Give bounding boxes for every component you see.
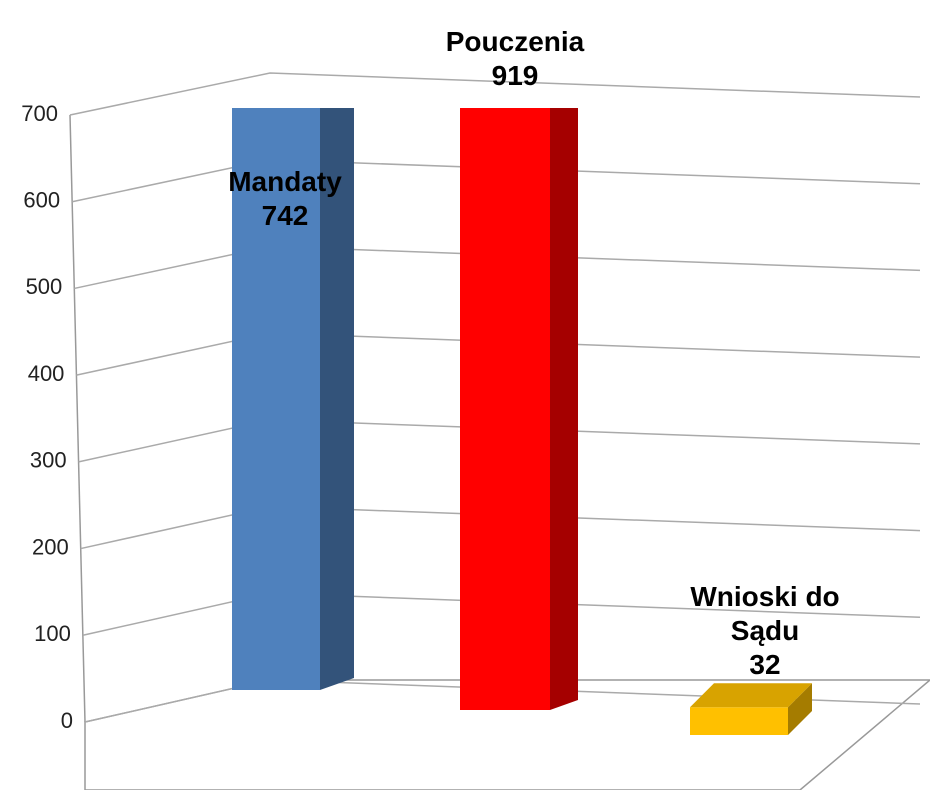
- y-tick-label: 400: [28, 361, 65, 386]
- value-label: 742: [261, 200, 309, 231]
- grid-line: [69, 72, 921, 116]
- bars: [232, 35, 812, 735]
- y-tick-label: 600: [23, 188, 60, 213]
- data-label-box: Mandaty 742: [185, 165, 385, 233]
- y-tick-label: 700: [21, 101, 58, 126]
- bar-top: [232, 35, 354, 47]
- category-label: Mandaty: [228, 166, 342, 197]
- bar-side: [320, 108, 354, 690]
- y-tick-label: 500: [26, 274, 63, 299]
- value-label: 32: [749, 649, 781, 680]
- bar-side: [788, 683, 812, 735]
- bar: [460, 108, 550, 711]
- bar: [232, 108, 320, 690]
- bar-side: [550, 108, 578, 710]
- category-label: Pouczenia: [445, 26, 585, 57]
- bar: [690, 707, 788, 735]
- category-label: Wnioski do Sądu: [690, 581, 840, 646]
- y-tick-label: 300: [30, 448, 67, 473]
- data-label-box: Wnioski do Sądu 32: [665, 580, 865, 682]
- bar-top: [690, 683, 812, 708]
- y-tick-label: 200: [32, 534, 69, 559]
- value-label: 919: [491, 60, 539, 91]
- y-axis: [69, 114, 86, 723]
- y-tick-label: 0: [61, 708, 73, 733]
- data-label-box: Pouczenia 919: [415, 25, 615, 93]
- y-tick-label: 100: [34, 621, 71, 646]
